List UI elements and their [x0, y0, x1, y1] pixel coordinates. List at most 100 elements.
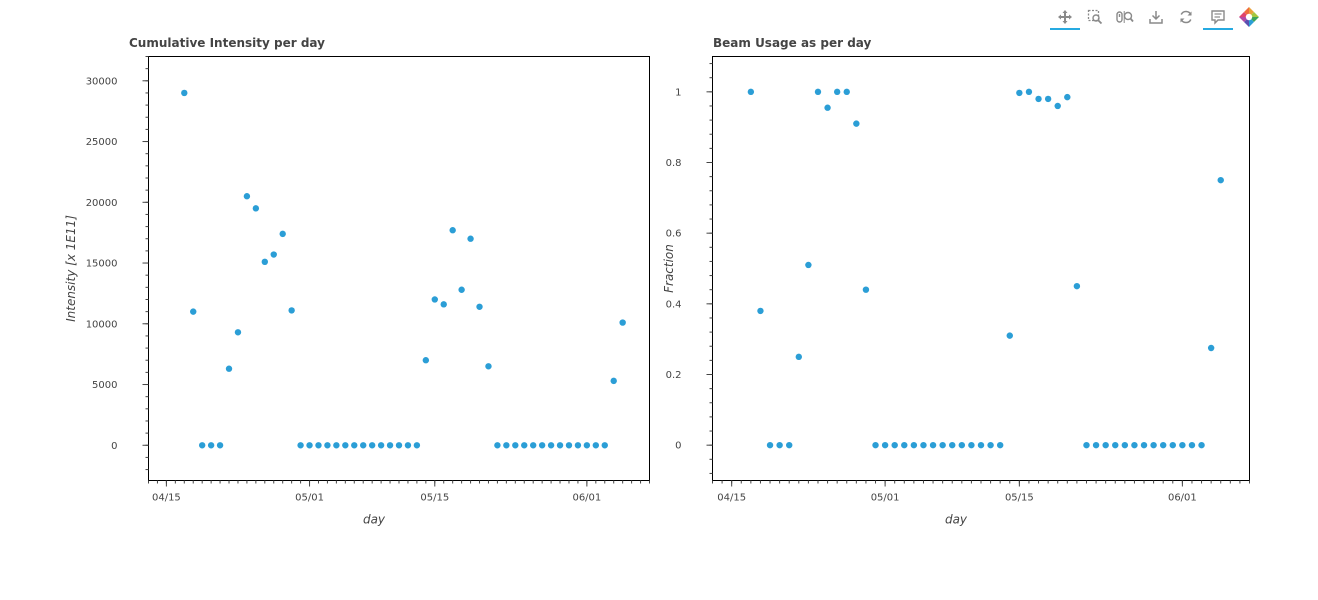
data-point[interactable] [270, 251, 277, 258]
reset-tool-button[interactable] [1171, 4, 1201, 30]
data-point[interactable] [181, 89, 188, 97]
data-point[interactable] [1217, 176, 1224, 184]
data-point[interactable] [1044, 95, 1052, 103]
data-point[interactable] [1188, 441, 1196, 449]
data-point[interactable] [360, 442, 367, 449]
data-point[interactable] [1025, 88, 1033, 96]
data-point[interactable] [458, 286, 465, 293]
data-point[interactable] [449, 227, 456, 234]
data-point[interactable] [1064, 93, 1071, 101]
data-point[interactable] [1083, 441, 1090, 449]
data-point[interactable] [910, 441, 918, 449]
data-point[interactable] [476, 303, 483, 310]
data-point[interactable] [968, 441, 975, 449]
bokeh-logo-link[interactable] [1234, 4, 1264, 30]
data-point[interactable] [747, 88, 755, 96]
data-point[interactable] [1179, 441, 1186, 449]
pan-tool-button[interactable] [1050, 4, 1080, 30]
data-point[interactable] [565, 442, 573, 449]
data-point[interactable] [377, 442, 385, 449]
data-point[interactable] [190, 308, 197, 315]
data-point[interactable] [987, 441, 994, 449]
data-point[interactable] [1198, 441, 1205, 449]
data-point[interactable] [1092, 441, 1100, 449]
data-point[interactable] [521, 442, 528, 449]
data-point[interactable] [1102, 441, 1109, 449]
data-point[interactable] [795, 353, 803, 361]
data-point[interactable] [939, 441, 946, 449]
data-point[interactable] [1140, 441, 1148, 449]
data-point[interactable] [891, 441, 898, 449]
data-point[interactable] [996, 441, 1004, 449]
data-point[interactable] [234, 329, 242, 336]
data-point[interactable] [1016, 89, 1023, 97]
box-zoom-tool-button[interactable] [1080, 4, 1110, 30]
data-point[interactable] [619, 319, 626, 326]
data-point[interactable] [306, 442, 313, 449]
data-point[interactable] [949, 441, 956, 449]
data-point[interactable] [485, 363, 492, 370]
data-point[interactable] [440, 301, 447, 308]
save-tool-button[interactable] [1141, 4, 1171, 30]
data-point[interactable] [529, 442, 537, 449]
data-point[interactable] [324, 442, 331, 449]
data-point[interactable] [422, 357, 430, 364]
data-point[interactable] [1207, 344, 1215, 352]
data-point[interactable] [207, 442, 215, 449]
data-point[interactable] [1121, 441, 1129, 449]
data-point[interactable] [198, 442, 206, 449]
data-point[interactable] [1112, 441, 1119, 449]
data-point[interactable] [766, 441, 774, 449]
data-point[interactable] [862, 286, 870, 293]
data-point[interactable] [1073, 282, 1081, 290]
data-point[interactable] [547, 442, 555, 449]
data-point[interactable] [288, 307, 295, 314]
data-point[interactable] [216, 442, 224, 449]
data-point[interactable] [252, 205, 260, 212]
data-point[interactable] [512, 442, 519, 449]
data-point[interactable] [431, 296, 438, 303]
data-point[interactable] [297, 442, 304, 449]
data-point[interactable] [1131, 441, 1138, 449]
data-point[interactable] [351, 442, 358, 449]
data-point[interactable] [1169, 441, 1176, 449]
data-point[interactable] [1054, 102, 1061, 110]
data-point[interactable] [814, 88, 822, 96]
data-point[interactable] [574, 442, 582, 449]
data-point[interactable] [843, 88, 850, 96]
data-point[interactable] [853, 120, 860, 127]
chart-2[interactable]: Beam Usage as per day 0 0.2 0.4 0.6 0.8 1 04/15… [662, 36, 1250, 527]
data-point[interactable] [958, 441, 966, 449]
data-point[interactable] [977, 441, 985, 449]
data-point[interactable] [1006, 332, 1013, 339]
data-point[interactable] [1159, 441, 1167, 449]
data-point[interactable] [601, 442, 608, 449]
data-point[interactable] [467, 235, 474, 242]
data-point[interactable] [1035, 95, 1042, 103]
data-point[interactable] [776, 441, 783, 449]
data-point[interactable] [901, 441, 908, 449]
data-point[interactable] [610, 377, 617, 385]
data-point[interactable] [243, 193, 251, 200]
wheel-zoom-tool-button[interactable] [1110, 4, 1140, 30]
data-point[interactable] [1150, 441, 1157, 449]
data-point[interactable] [786, 441, 793, 449]
data-point[interactable] [833, 88, 841, 96]
data-point[interactable] [386, 442, 394, 449]
chart-1[interactable]: Cumulative Intensity per day 0 5000 10000 15… [64, 36, 650, 527]
data-point[interactable] [881, 441, 889, 449]
data-point[interactable] [413, 442, 421, 449]
data-point[interactable] [929, 441, 937, 449]
data-point[interactable] [805, 261, 812, 269]
data-point[interactable] [342, 442, 349, 449]
data-point[interactable] [261, 258, 269, 266]
data-point[interactable] [872, 441, 879, 449]
data-point[interactable] [824, 104, 831, 111]
data-point[interactable] [279, 230, 286, 238]
data-point[interactable] [592, 442, 600, 449]
data-point[interactable] [538, 442, 546, 449]
data-point[interactable] [395, 442, 403, 449]
data-point[interactable] [368, 442, 376, 449]
data-point[interactable] [556, 442, 564, 449]
